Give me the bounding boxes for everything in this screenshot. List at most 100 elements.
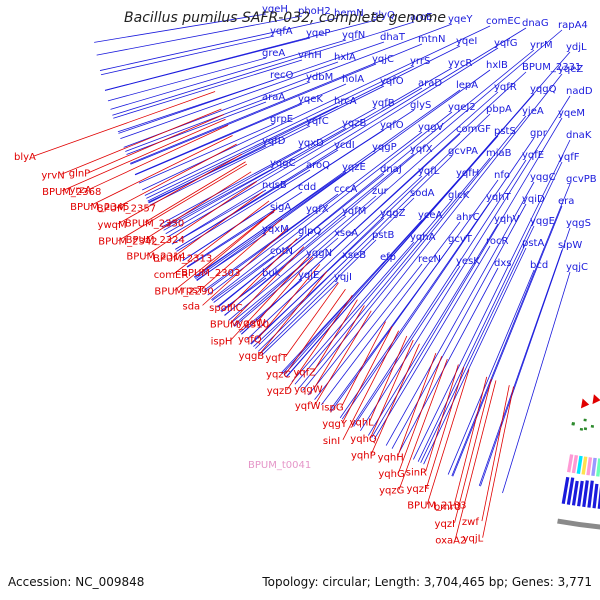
reverse-gene-label: yqhL: [350, 418, 375, 429]
reverse-label-line: [116, 143, 237, 208]
forward-label-line: [216, 173, 385, 308]
forward-gene-label: araD: [418, 78, 442, 89]
reverse-gene-label: yrzA: [69, 185, 91, 196]
forward-label-line: [161, 107, 377, 228]
forward-gene-label: pstS: [494, 126, 516, 137]
forward-gene-label: ycdI: [334, 140, 355, 151]
forward-label-line: [233, 91, 499, 326]
forward-gene-label: zur: [372, 186, 389, 197]
forward-gene-label: cotN: [270, 246, 293, 257]
forward-gene-label: yqfX: [306, 204, 329, 215]
forward-gene-label: phoH2: [298, 6, 331, 17]
forward-gene-label: yqfD: [262, 136, 286, 147]
forward-label-line: [371, 117, 563, 438]
reverse-label-line: [201, 218, 283, 290]
forward-label-line: [413, 139, 571, 460]
forward-gene-label: nfo: [494, 170, 510, 181]
forward-label-line: [260, 239, 377, 354]
forward-gene-label: yqfC: [306, 116, 329, 127]
reverse-label-line: [397, 352, 437, 457]
reverse-label-line: [117, 153, 242, 225]
reverse-label-line: [89, 124, 229, 190]
reverse-label-line: [144, 161, 246, 223]
forward-label-line: [261, 281, 339, 356]
forward-label-line: [126, 101, 267, 155]
reverse-label-line: [453, 376, 488, 507]
forward-gene-label: yqgP: [372, 142, 397, 153]
forward-label-line: [163, 127, 347, 231]
reverse-label-line: [398, 356, 443, 474]
forward-label-line: [302, 115, 527, 391]
forward-gene-label: greA: [262, 48, 285, 59]
forward-label-line: [117, 79, 275, 133]
reverse-label-line: [284, 282, 339, 358]
feature-mark: [571, 454, 579, 474]
forward-label-line: [281, 261, 385, 374]
reverse-gene-label: comER: [154, 270, 189, 281]
gene-label-layer: yqeH phoH2 hemN glyQ aroE yqeY comEC dnaG rapA4 y…: [14, 4, 597, 546]
forward-gene-label: holA: [342, 74, 364, 85]
forward-label-line: [165, 67, 453, 235]
forward-label-line: [196, 233, 267, 281]
forward-gene-label: yqzB: [342, 118, 367, 129]
forward-gene-label: yesK: [456, 256, 480, 267]
forward-gene-mark: [582, 480, 589, 508]
forward-gene-label: yjeA: [522, 106, 544, 117]
forward-label-line: [187, 211, 275, 268]
forward-label-line: [341, 137, 535, 420]
reverse-gene-label: yqzD: [267, 386, 293, 397]
forward-gene-label: yqjC: [372, 54, 394, 65]
forward-gene-label: yqzE: [342, 162, 366, 173]
forward-gene-label: efp: [380, 252, 396, 263]
reverse-gene-label: spoIIIC: [209, 303, 243, 314]
forward-gene-label: yqfG: [494, 38, 518, 49]
reverse-gene-label: yqfT: [265, 353, 288, 364]
forward-label-line: [149, 125, 311, 206]
forward-gene-label: yqgV: [418, 122, 444, 133]
forward-gene-label: dxs: [494, 258, 511, 269]
reverse-gene-label: sinI: [323, 436, 340, 447]
forward-label-line: [257, 197, 415, 352]
reverse-label-line: [454, 378, 492, 523]
forward-label-line: [148, 145, 267, 203]
reverse-gene-label: BPUM_2313: [153, 253, 212, 264]
forward-gene-label: yqeK: [298, 94, 323, 105]
forward-label-line: [420, 225, 535, 464]
forward-gene-label: yqfB: [372, 98, 395, 109]
forward-label-line: [113, 59, 303, 119]
forward-label-line: [144, 65, 415, 196]
reverse-gene-label: BPUM_2368: [42, 187, 101, 198]
forward-label-line: [220, 277, 267, 312]
forward-label-line: [171, 189, 267, 245]
reverse-gene-label: yqgB: [239, 351, 265, 362]
reverse-label-line: [200, 209, 276, 273]
forward-label-line: [246, 175, 423, 340]
forward-gene-label: gpr: [530, 128, 548, 139]
reverse-label-line: [370, 343, 420, 455]
forward-gene-mark: [566, 477, 575, 505]
forward-label-line: [176, 169, 311, 252]
forward-label-line: [255, 155, 453, 349]
reverse-gene-label: yrvN: [41, 170, 64, 181]
forward-label-line: [120, 61, 339, 140]
forward-label-line: [99, 17, 339, 71]
forward-label-line: [321, 221, 461, 405]
forward-label-line: [147, 45, 461, 202]
forward-label-line: [417, 161, 563, 462]
forward-gene-label: yqeZ: [558, 64, 583, 75]
forward-label-line: [107, 57, 267, 102]
reverse-gene-label: BPUM_2310: [210, 320, 269, 331]
reverse-gene-label: yqhP: [351, 451, 376, 462]
reverse-label-line: [61, 118, 226, 192]
forward-label-line: [398, 267, 499, 453]
forward-gene-label: yrrM: [530, 40, 553, 51]
forward-gene-label: nadD: [566, 86, 593, 97]
reverse-gene-label: yqfZ: [293, 368, 316, 379]
forward-gene-label: pstB: [372, 230, 394, 241]
reverse-gene-label: sda: [183, 301, 201, 312]
forward-gene-label: yqeH: [262, 4, 288, 15]
reverse-gene-label: glnP: [69, 169, 91, 180]
forward-label-line: [146, 105, 339, 199]
forward-label-line: [339, 201, 491, 419]
orf-mark: [571, 422, 575, 426]
